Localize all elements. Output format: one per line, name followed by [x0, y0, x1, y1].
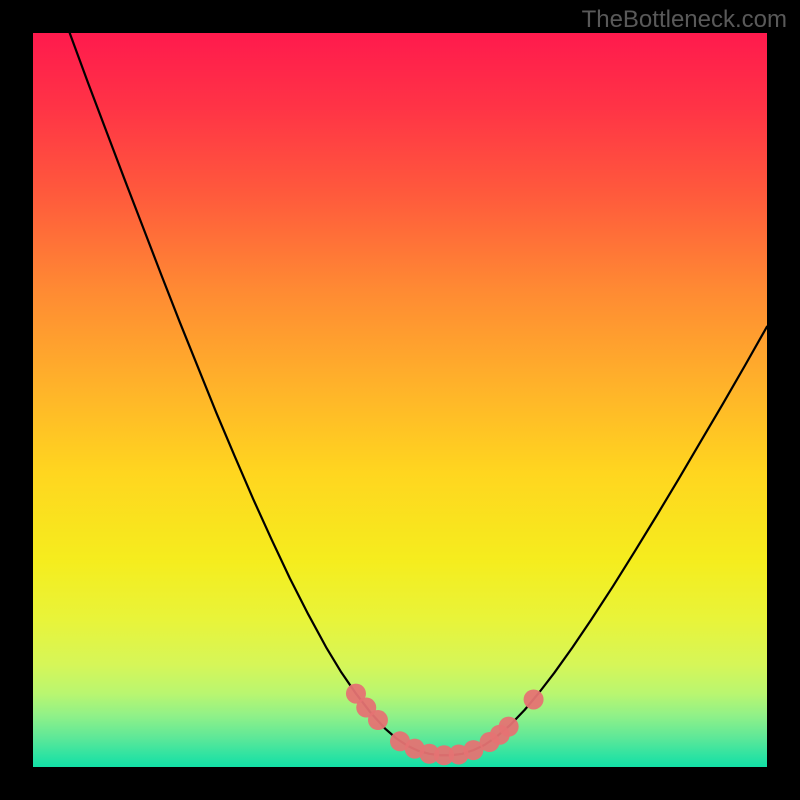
marker-point: [524, 689, 544, 709]
plot-svg: [33, 33, 767, 767]
marker-point: [499, 717, 519, 737]
chart-container: [33, 33, 767, 767]
bottleneck-curve: [70, 33, 767, 755]
marker-point: [368, 710, 388, 730]
watermark-label: TheBottleneck.com: [582, 6, 787, 34]
